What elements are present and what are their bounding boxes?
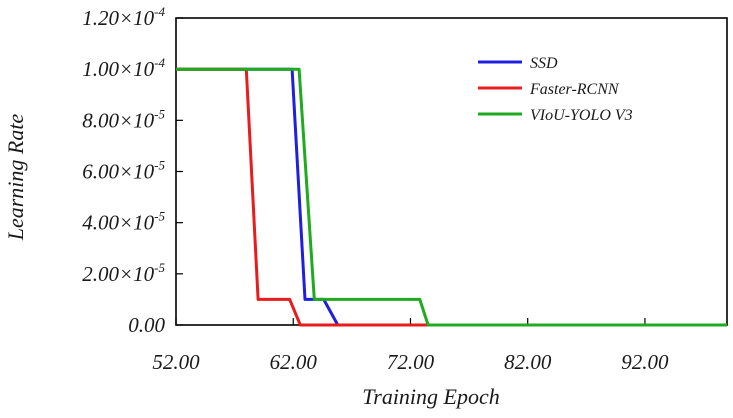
y-tick-label: 2.00×10-5 [82,260,165,286]
series-line-viou-yolo-v3 [176,67,727,327]
x-tick-label: 72.00 [387,350,435,374]
series-lines [176,67,727,327]
x-tick-label: 92.00 [621,350,669,374]
legend: SSD Faster-RCNN VIoU-YOLO V3 [478,55,633,124]
y-tick-label: 1.00×10-4 [82,55,165,81]
y-axis-ticks: 0.00 2.00×10-5 4.00×10-5 6.00×10-5 8.00×10-5… [82,4,183,337]
x-axis-title: Training Epoch [362,384,500,409]
legend-label: Faster-RCNN [529,81,620,98]
y-tick-label: 8.00×10-5 [82,106,165,132]
y-tick-label: 6.00×10-5 [82,158,165,184]
x-axis-ticks: 52.00 62.00 72.00 82.00 92.00 [152,318,669,374]
y-tick-label: 1.20×10-4 [82,4,165,30]
x-tick-label: 52.00 [152,350,200,374]
legend-label: SSD [530,55,558,72]
y-tick-label: 4.00×10-5 [82,209,165,235]
y-tick-label: 0.00 [128,313,165,337]
x-tick-label: 82.00 [504,350,552,374]
legend-label: VIoU-YOLO V3 [530,107,633,124]
x-tick-label: 62.00 [270,350,318,374]
series-line-faster-rcnn [176,67,727,327]
y-axis-title: Learning Rate [3,114,28,242]
plot-area-frame [175,17,728,326]
